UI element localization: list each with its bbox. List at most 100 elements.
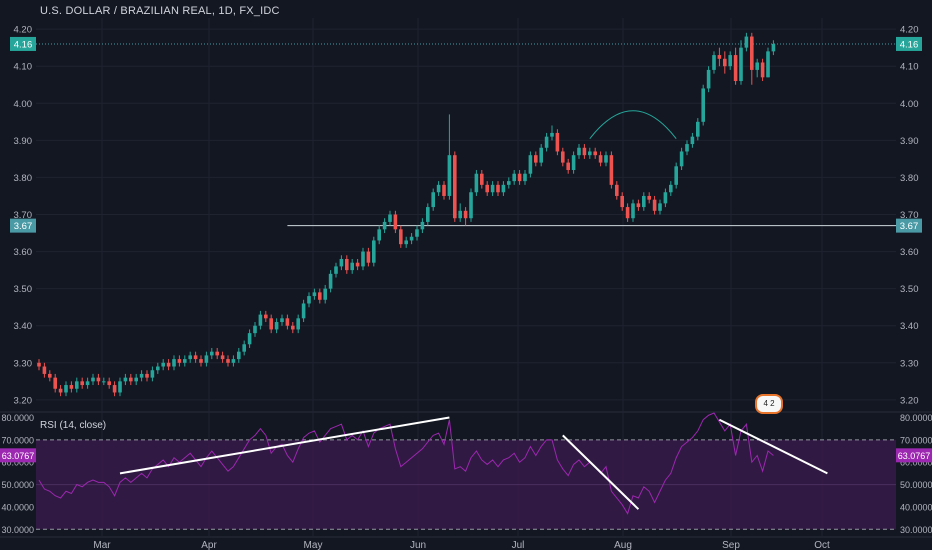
candle-up <box>501 184 506 193</box>
candle-up <box>307 296 311 304</box>
candle-up <box>431 192 435 208</box>
candle-down <box>555 132 560 152</box>
candle-down <box>615 184 619 196</box>
price-tick-label-right: 3.40 <box>900 321 919 332</box>
candle-down <box>442 184 446 196</box>
candle-up <box>712 55 716 70</box>
candle-up <box>312 292 317 297</box>
rsi-tick-label-right: 30.0000 <box>900 525 932 535</box>
price-tick-label-right: 4.20 <box>900 25 919 36</box>
candle-down <box>80 381 84 386</box>
candle-up <box>382 221 387 230</box>
candle-up <box>334 266 338 274</box>
candle-down <box>723 58 727 67</box>
rsi-tick-label-left: 80.0000 <box>1 413 34 423</box>
candle-up <box>361 251 365 267</box>
candle-down <box>145 373 149 378</box>
price-tick-label-left: 3.20 <box>14 395 33 406</box>
chart-title: U.S. DOLLAR / BRAZILIAN REAL, 1D, FX_IDC <box>40 5 280 17</box>
candle-down <box>177 359 182 363</box>
x-tick-label: Mar <box>93 540 111 550</box>
candle-up <box>161 362 165 367</box>
candle-up <box>75 381 79 389</box>
candle-down <box>96 377 101 382</box>
price-tick-label-right: 3.50 <box>900 284 919 295</box>
price-tick-label-left: 4.00 <box>14 99 33 110</box>
candle-up <box>631 203 635 219</box>
candle-up <box>85 381 90 386</box>
candle-up <box>323 288 327 300</box>
candle-down <box>107 381 111 386</box>
candle-up <box>690 136 695 145</box>
rsi-tick-label-left: 50.0000 <box>1 480 34 490</box>
candle-up <box>296 318 300 330</box>
rsi-tick-label-left: 40.0000 <box>1 502 34 512</box>
candle-down <box>750 36 754 70</box>
price-tick-label-right: 3.20 <box>900 395 919 406</box>
price-tick-label-right: 3.30 <box>900 358 919 369</box>
price-tick-label-right: 3.90 <box>900 136 919 147</box>
x-tick-label: Aug <box>614 540 632 550</box>
candle-down <box>652 199 657 211</box>
candle-up <box>696 121 700 137</box>
candle-up <box>701 88 705 122</box>
price-tick-label-left: 3.40 <box>14 321 33 332</box>
candle-down <box>42 366 47 374</box>
candle-down <box>166 362 171 367</box>
candle-down <box>609 155 614 185</box>
candle-down <box>733 55 738 82</box>
candle-up <box>242 344 246 352</box>
candle-down <box>291 325 295 330</box>
candle-up <box>118 381 122 393</box>
candle-up <box>744 36 749 48</box>
candle-up <box>706 69 711 89</box>
last-price-badge-right: 4.16 <box>900 39 919 50</box>
candle-down <box>318 292 322 300</box>
candle-down <box>625 207 630 219</box>
rsi-tick-label-left: 30.0000 <box>1 525 34 535</box>
candle-up <box>91 377 95 382</box>
price-tick-label-left: 3.70 <box>14 210 33 221</box>
candle-down <box>69 385 74 389</box>
candle-up <box>426 207 430 222</box>
candle-down <box>534 155 538 163</box>
candle-down <box>453 155 457 219</box>
candle-up <box>274 322 279 330</box>
candle-up <box>139 373 144 378</box>
rsi-trendline <box>562 434 640 510</box>
candle-up <box>577 147 581 156</box>
price-tick-label-left: 3.60 <box>14 247 33 258</box>
candle-down <box>215 351 219 356</box>
events-badge[interactable]: 4 2 <box>755 394 783 414</box>
rsi-tick-label-right: 50.0000 <box>900 480 932 490</box>
candle-up <box>685 144 689 152</box>
candle-up <box>771 43 776 52</box>
rsi-value-badge-left: 63.0767 <box>2 451 35 461</box>
price-tick-label-right: 3.70 <box>900 210 919 221</box>
candle-up <box>474 173 479 193</box>
candle-up <box>669 184 673 193</box>
price-tick-label-left: 3.30 <box>14 358 33 369</box>
support-badge-left-bg <box>10 218 36 233</box>
candle-up <box>280 318 284 323</box>
candle-up <box>64 385 68 393</box>
candle-up <box>134 377 138 382</box>
candle-down <box>582 147 587 156</box>
candle-up <box>550 132 554 137</box>
candle-up <box>739 47 743 82</box>
x-tick-label: Sep <box>722 540 740 550</box>
rsi-line <box>38 412 774 515</box>
candle-down <box>393 214 398 230</box>
x-tick-label: Oct <box>814 540 830 550</box>
candle-down <box>355 262 360 267</box>
candle-up <box>663 192 668 204</box>
candle-up <box>728 55 732 67</box>
candle-up <box>674 166 678 185</box>
rsi-label: RSI (14, close) <box>40 420 107 431</box>
candle-up <box>404 240 408 245</box>
candle-down <box>566 162 570 171</box>
candle-down <box>593 151 597 156</box>
x-tick-label: Jun <box>410 540 426 550</box>
candle-down <box>620 195 624 208</box>
